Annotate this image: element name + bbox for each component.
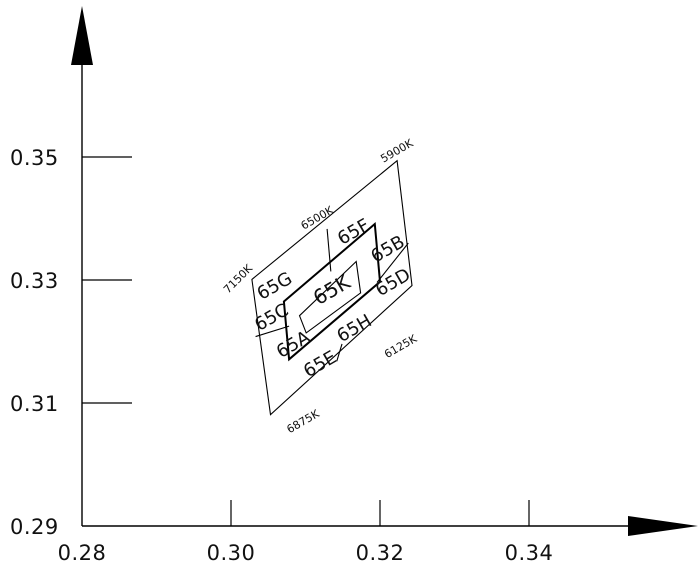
y-tick-label: 0.35 (10, 146, 59, 170)
x-tick-label: 0.34 (505, 541, 554, 565)
regions-layer (251, 159, 413, 416)
ticks-layer: 0.28 0.30 0.32 0.34 0.29 0.31 0.33 0.35 (10, 146, 553, 565)
cct-label-6500k: 6500K (299, 203, 337, 232)
divider-6875K (336, 343, 343, 362)
region-middle (282, 221, 382, 362)
region-inner (298, 260, 362, 334)
divider-6500K (326, 228, 332, 272)
cct-label-6875k: 6875K (285, 407, 323, 436)
divider-upper-right (376, 242, 409, 283)
x-tick-label: 0.28 (58, 541, 107, 565)
cct-label-6125k: 6125K (382, 332, 420, 361)
bin-label-65b: 65B (367, 232, 408, 268)
y-tick-label: 0.29 (10, 515, 59, 539)
divider-lower-left (255, 325, 290, 338)
region-outer (251, 159, 413, 416)
bin-label-65f: 65F (334, 215, 373, 250)
y-tick-label: 0.33 (10, 269, 59, 293)
cct-label-7150k: 7150K (221, 261, 256, 296)
bin-label-65e: 65E (300, 347, 340, 382)
x-tick-label: 0.32 (356, 541, 405, 565)
y-tick-label: 0.31 (10, 392, 59, 416)
x-tick-label: 0.30 (207, 541, 256, 565)
x-axis-arrow-icon (628, 516, 698, 536)
y-axis-arrow-icon (71, 6, 93, 65)
axes-layer (71, 6, 698, 536)
